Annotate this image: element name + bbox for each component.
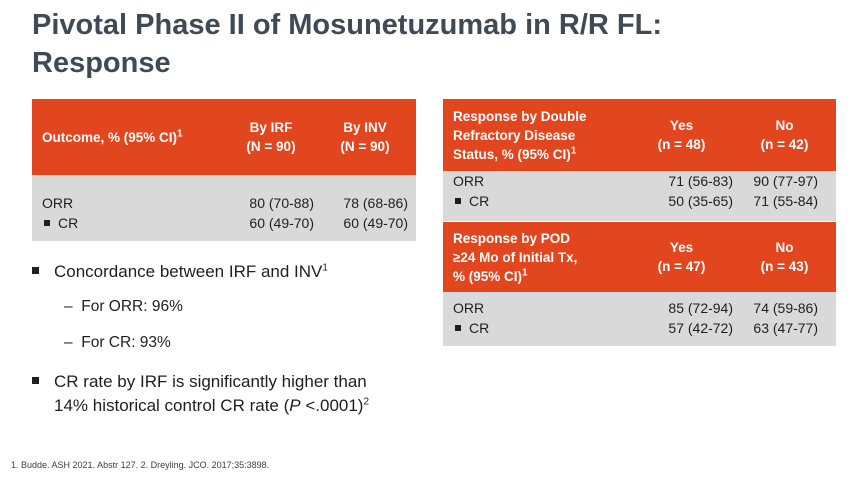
pod24-header: Response by POD ≥24 Mo of Initial Tx, % … bbox=[443, 222, 630, 292]
table-row-cr: CR 60 (49-70) 60 (49-70) bbox=[32, 213, 416, 233]
slide-title: Pivotal Phase II of Mosunetuzumab in R/R… bbox=[32, 6, 792, 82]
table-row-cr: CR 50 (35-65) 71 (55-84) bbox=[443, 191, 836, 211]
yes-column-header: Yes (n = 48) bbox=[630, 99, 733, 171]
double-refractory-header: Response by Double Refractory Disease St… bbox=[443, 99, 630, 171]
yes-column-header: Yes (n = 47) bbox=[630, 222, 733, 292]
by-inv-column-header: By INV (N = 90) bbox=[314, 99, 416, 175]
table-row-cr: CR 57 (42-72) 63 (47-77) bbox=[443, 318, 836, 338]
slide-title-line-1: Pivotal Phase II of Mosunetuzumab in R/R… bbox=[32, 9, 662, 41]
table-row-orr: ORR 85 (72-94) 74 (59-86) bbox=[443, 298, 836, 318]
bullet-square-icon bbox=[455, 325, 461, 332]
no-column-header: No (n = 42) bbox=[733, 99, 836, 171]
slide-title-line-2: Response bbox=[32, 47, 171, 79]
table-row-orr: ORR 80 (70-88) 78 (68-86) bbox=[32, 193, 416, 213]
table-row-orr: ORR 71 (56-83) 90 (77-97) bbox=[443, 171, 836, 191]
double-refractory-response-table: Response by Double Refractory Disease St… bbox=[443, 99, 836, 221]
sub-bullet-cr: – For CR: 93% bbox=[64, 334, 171, 351]
bullet-square-icon bbox=[44, 220, 50, 227]
bullet-square-icon bbox=[32, 377, 39, 384]
outcome-column-header: Outcome, % (95% CI)1 bbox=[32, 99, 228, 175]
bullet-square-icon bbox=[455, 198, 461, 205]
by-irf-column-header: By IRF (N = 90) bbox=[228, 99, 314, 175]
bullet-square-icon bbox=[32, 267, 39, 274]
irf-inv-response-table: Outcome, % (95% CI)1 By IRF (N = 90) By I… bbox=[32, 99, 416, 241]
references-footnote: 1. Budde. ASH 2021. Abstr 127. 2. Dreyli… bbox=[11, 460, 270, 470]
sub-bullet-orr: – For ORR: 96% bbox=[64, 298, 183, 315]
no-column-header: No (n = 43) bbox=[733, 222, 836, 292]
pod24-response-table: Response by POD ≥24 Mo of Initial Tx, % … bbox=[443, 222, 836, 346]
